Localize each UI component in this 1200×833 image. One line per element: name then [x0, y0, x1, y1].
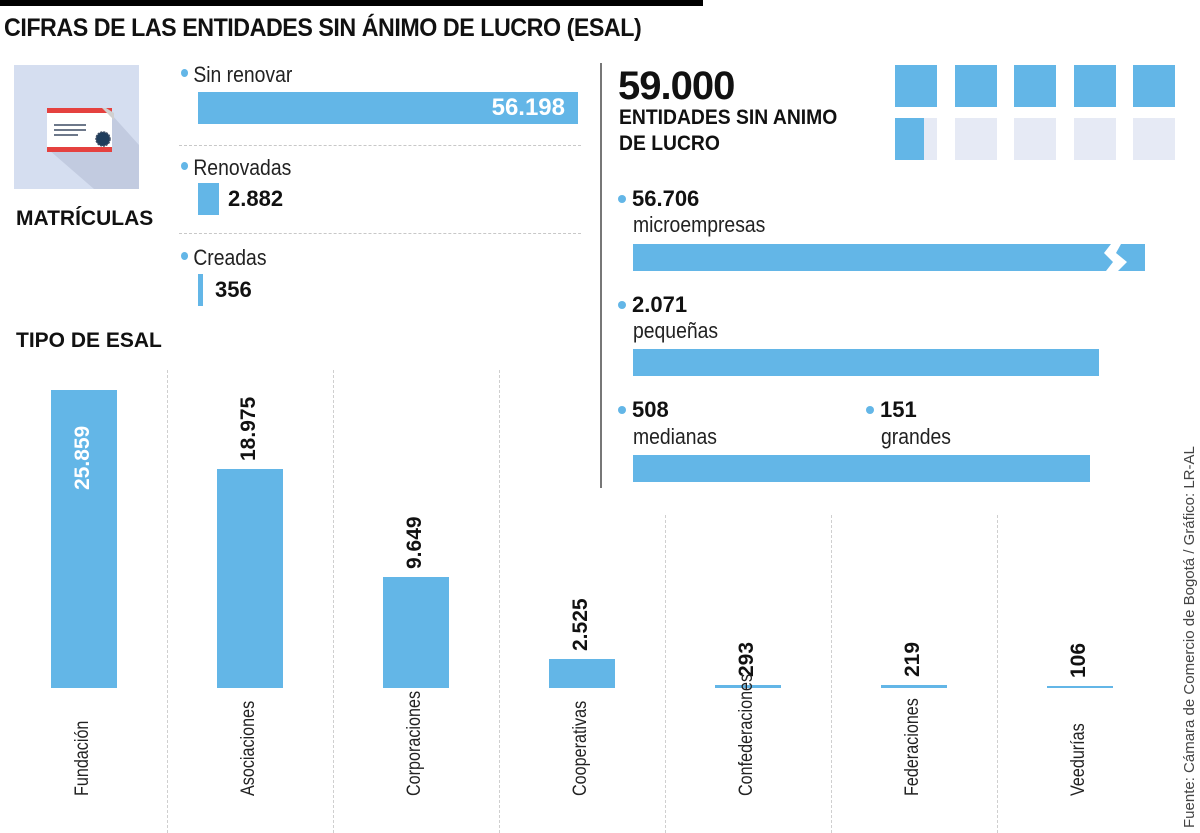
value-label: 9.649 [403, 516, 426, 569]
bar-microempresas-left [633, 244, 1113, 271]
column-divider [499, 370, 500, 833]
bar-cooperativas [549, 659, 615, 688]
bar-microempresas-right [1116, 244, 1145, 271]
size-item-grandes: 151 [866, 397, 917, 423]
column-divider [997, 515, 998, 833]
value-label: 106 [1067, 642, 1090, 678]
size-label-pequenas: pequeñas [633, 318, 719, 343]
column-divider [665, 515, 666, 833]
size-label-medianas: medianas [633, 424, 717, 449]
unit-square [1014, 65, 1056, 107]
size-item-medianas: 508 [618, 397, 669, 423]
unit-square [1014, 118, 1056, 160]
value-creadas: 356 [215, 277, 252, 302]
unit-squares [895, 65, 1185, 165]
category-label: Veedurías [1068, 723, 1089, 796]
bar-veedurías [1047, 686, 1113, 688]
bullet-dot [618, 194, 626, 203]
matricula-label-creadas: Creadas [181, 245, 266, 271]
unit-square-fill [954, 65, 997, 107]
unit-square [895, 118, 937, 160]
unit-square [1073, 65, 1116, 107]
total-value: 59.000 [618, 64, 735, 108]
bullet-dot [618, 405, 626, 414]
matricula-label-renovadas: Renovadas [181, 155, 291, 181]
unit-square-fill [895, 65, 937, 107]
bar-microempresas [633, 244, 1145, 271]
value-sin-renovar: 56.198 [491, 94, 565, 121]
bullet-dot [181, 252, 189, 261]
size-item-pequenas: 2.071 [618, 292, 687, 318]
unit-square-fill [1014, 65, 1056, 107]
tipo-esal-chart: 25.859 Fundación 18.975 Asociaciones 9.649 Co… [0, 360, 1170, 833]
total-label-line1: ENTIDADES SIN ANIMO [619, 106, 838, 129]
unit-square-fill [895, 118, 924, 160]
category-label: Fundación [72, 720, 93, 796]
unit-square [1133, 118, 1175, 160]
divider [179, 145, 581, 146]
category-label: Federaciones [902, 698, 923, 796]
value-renovadas: 2.882 [228, 186, 284, 211]
bar-renovadas [198, 183, 219, 215]
bar-creadas [198, 274, 203, 306]
unit-square [954, 65, 997, 107]
unit-square [1073, 118, 1116, 160]
bar-federaciones [881, 685, 947, 688]
category-label: Asociaciones [238, 700, 259, 796]
value-label: 18.975 [237, 396, 260, 461]
page-title: CIFRAS DE LAS ENTIDADES SIN ÁNIMO DE LUC… [4, 14, 642, 42]
unit-square [954, 118, 997, 160]
source-note: Fuente: Cámara de Comercio de Bogotá / G… [1181, 446, 1198, 828]
matriculas-title: MATRÍCULAS [16, 207, 154, 230]
category-label: Cooperativas [570, 700, 591, 796]
category-label: Corporaciones [404, 690, 425, 796]
size-label-micro: microempresas [633, 212, 766, 237]
column-divider [167, 370, 168, 833]
bar-sin-renovar [198, 92, 578, 124]
size-item-micro: 56.706 [618, 186, 699, 212]
bullet-dot [618, 300, 626, 309]
divider [179, 233, 581, 234]
bar-confederaciones [715, 685, 781, 688]
value-label: 2.525 [569, 598, 592, 651]
column-divider [333, 370, 334, 833]
unit-square [1133, 65, 1175, 107]
unit-square-fill [1073, 65, 1116, 107]
matricula-label-sin-renovar: Sin renovar [181, 62, 292, 88]
size-label-grandes: grandes [881, 424, 951, 449]
bar-medianas [633, 455, 1090, 482]
bullet-dot [181, 69, 189, 78]
value-label: 293 [735, 641, 758, 677]
value-label: 25.859 [71, 425, 94, 490]
total-label-line2: DE LUCRO [619, 132, 720, 155]
bar-asociaciones [217, 469, 283, 688]
bar-grandes [881, 455, 906, 482]
column-divider [831, 515, 832, 833]
section-divider [600, 63, 602, 488]
bullet-dot [181, 162, 189, 171]
category-label: Confederaciones [736, 673, 757, 796]
bar-corporaciones [383, 577, 449, 688]
bar-pequenas [633, 349, 1099, 376]
bullet-dot [866, 405, 874, 414]
unit-square-fill [1133, 65, 1175, 107]
bar-fundación [51, 390, 117, 688]
top-rule [0, 0, 703, 6]
certificate-icon [14, 65, 139, 189]
tipo-title: TIPO DE ESAL [16, 329, 162, 352]
value-label: 219 [901, 641, 924, 677]
unit-square [895, 65, 937, 107]
